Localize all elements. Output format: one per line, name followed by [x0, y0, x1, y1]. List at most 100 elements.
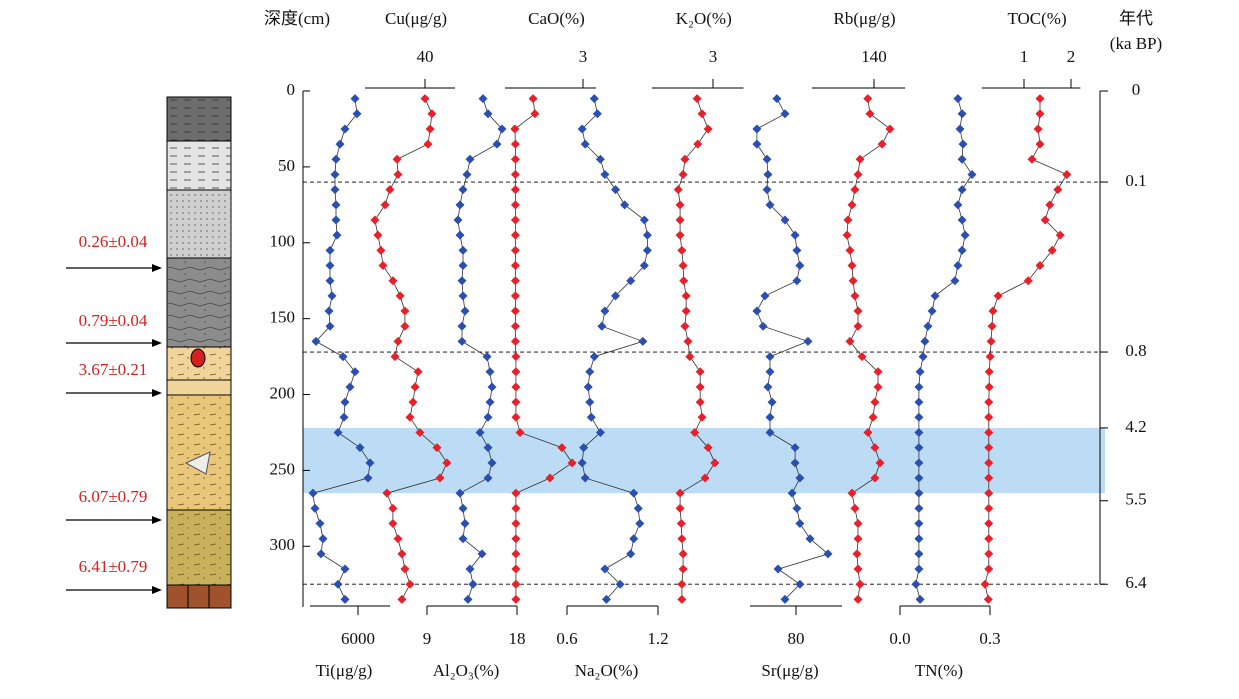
- data-point: [510, 245, 520, 255]
- data-point: [984, 367, 994, 377]
- data-point: [511, 412, 521, 422]
- data-point: [510, 321, 520, 331]
- data-point: [915, 594, 925, 604]
- data-point: [853, 564, 863, 574]
- data-point: [510, 124, 520, 134]
- data-point: [953, 94, 963, 104]
- data-point: [355, 443, 365, 453]
- data-point: [805, 534, 815, 544]
- data-point: [1023, 276, 1033, 286]
- data-point: [325, 321, 335, 331]
- data-point: [331, 154, 341, 164]
- data-point: [400, 306, 410, 316]
- data-point: [453, 215, 463, 225]
- data-point: [611, 185, 621, 195]
- data-point: [483, 109, 493, 119]
- data-point: [530, 109, 540, 119]
- data-point: [677, 579, 687, 589]
- data-point: [953, 261, 963, 271]
- data-point: [984, 443, 994, 453]
- data-point: [350, 367, 360, 377]
- data-point: [1035, 261, 1045, 271]
- data-point: [462, 169, 472, 179]
- data-point: [877, 139, 887, 149]
- data-point: [442, 458, 452, 468]
- date-label: 6.07±0.79: [79, 487, 148, 506]
- data-point: [392, 154, 402, 164]
- data-point: [930, 291, 940, 301]
- data-point: [1033, 124, 1043, 134]
- data-point: [597, 321, 607, 331]
- data-point: [914, 427, 924, 437]
- profile-line: [312, 98, 371, 600]
- data-point: [420, 94, 430, 104]
- data-point: [792, 503, 802, 513]
- data-point: [988, 306, 998, 316]
- data-point: [870, 443, 880, 453]
- x-axis-label: Al₂O₃(%): [433, 661, 500, 680]
- data-point: [960, 230, 970, 240]
- data-point: [915, 367, 925, 377]
- data-point: [635, 519, 645, 529]
- depth-tick-label: 150: [270, 308, 296, 327]
- date-arrowhead: [152, 389, 162, 397]
- data-point: [795, 519, 805, 529]
- data-point: [1047, 245, 1057, 255]
- data-point: [620, 200, 630, 210]
- x-tick-label: 2: [1067, 47, 1076, 66]
- data-point: [767, 397, 777, 407]
- data-point: [352, 109, 362, 119]
- age-tick-label: 5.5: [1125, 490, 1146, 509]
- data-point: [863, 427, 873, 437]
- data-point: [435, 473, 445, 483]
- data-point: [923, 321, 933, 331]
- data-point: [397, 549, 407, 559]
- date-label: 0.26±0.04: [79, 232, 148, 251]
- data-point: [483, 443, 493, 453]
- x-axis-label: Cu(μg/g): [385, 9, 447, 28]
- data-point: [511, 534, 521, 544]
- depth-tick-label: 250: [270, 459, 296, 478]
- profile-line: [915, 98, 973, 600]
- data-point: [510, 154, 520, 164]
- x-tick-label: 18: [509, 629, 526, 648]
- depth-tick-label: 50: [278, 156, 295, 175]
- data-point: [510, 169, 520, 179]
- data-point: [567, 458, 577, 468]
- data-point: [315, 519, 325, 529]
- data-point: [986, 336, 996, 346]
- data-point: [638, 336, 648, 346]
- data-point: [338, 352, 348, 362]
- data-point: [592, 109, 602, 119]
- data-point: [487, 382, 497, 392]
- data-point: [950, 276, 960, 286]
- data-point: [318, 534, 328, 544]
- data-point: [852, 549, 862, 559]
- data-point: [795, 473, 805, 483]
- data-point: [914, 473, 924, 483]
- data-point: [432, 443, 442, 453]
- age-tick-label: 0.1: [1125, 171, 1146, 190]
- data-point: [413, 367, 423, 377]
- data-point: [600, 169, 610, 179]
- data-point: [455, 200, 465, 210]
- data-point: [332, 230, 342, 240]
- data-point: [485, 397, 495, 407]
- data-point: [373, 230, 383, 240]
- data-point: [695, 397, 705, 407]
- age-axis-label: (ka BP): [1110, 34, 1162, 53]
- data-point: [695, 382, 705, 392]
- data-point: [678, 261, 688, 271]
- data-point: [675, 488, 685, 498]
- data-point: [680, 321, 690, 331]
- profile-line: [677, 98, 716, 600]
- data-point: [340, 564, 350, 574]
- data-point: [589, 94, 599, 104]
- data-point: [510, 230, 520, 240]
- data-point: [600, 306, 610, 316]
- data-point: [847, 488, 857, 498]
- data-point: [579, 443, 589, 453]
- data-point: [310, 503, 320, 513]
- data-point: [580, 473, 590, 483]
